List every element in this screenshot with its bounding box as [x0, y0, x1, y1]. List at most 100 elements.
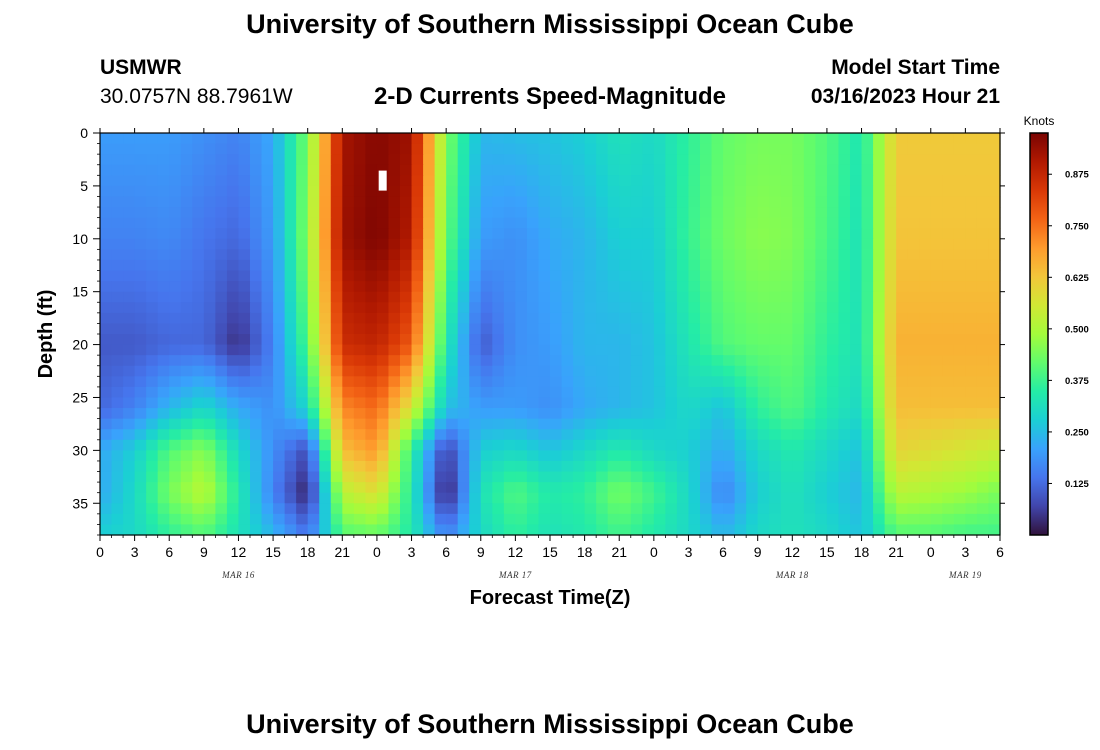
heatmap-cell: [515, 291, 528, 303]
heatmap-cell: [930, 302, 943, 314]
heatmap-cell: [192, 524, 205, 536]
heatmap-cell: [873, 386, 886, 399]
heatmap-cell: [423, 196, 436, 208]
heatmap-cell: [503, 482, 516, 494]
heatmap-cell: [261, 143, 274, 155]
heatmap-cell: [526, 207, 540, 219]
heatmap-cell: [561, 143, 574, 155]
heatmap-cell: [642, 281, 655, 293]
heatmap-cell: [861, 344, 874, 356]
heatmap-cell: [307, 376, 320, 388]
heatmap-cell: [596, 492, 609, 504]
heatmap-cell: [446, 524, 459, 536]
heatmap-cell: [365, 376, 378, 388]
heatmap-cell: [665, 418, 678, 430]
heatmap-cell: [850, 270, 863, 282]
heatmap-cell: [411, 334, 424, 346]
heatmap-cell: [261, 482, 274, 494]
heatmap-cell: [526, 228, 540, 240]
heatmap-cell: [607, 323, 620, 335]
heatmap-cell: [307, 302, 320, 314]
heatmap-cell: [157, 408, 170, 420]
heatmap-cell: [226, 471, 240, 483]
heatmap-cell: [388, 460, 401, 473]
heatmap-cell: [330, 334, 343, 346]
heatmap-cell: [596, 418, 609, 430]
heatmap-cell: [319, 249, 332, 261]
heatmap-cell: [134, 281, 147, 293]
heatmap-cell: [411, 207, 424, 219]
heatmap-cell: [596, 365, 609, 377]
heatmap-cell: [653, 344, 666, 356]
heatmap-cell: [192, 492, 205, 504]
heatmap-cell: [457, 429, 470, 441]
heatmap-cell: [942, 513, 955, 526]
heatmap-cell: [873, 238, 886, 250]
heatmap-cell: [734, 302, 747, 314]
heatmap-cell: [180, 408, 193, 420]
heatmap-cell: [850, 185, 863, 198]
heatmap-cell: [273, 249, 286, 261]
heatmap-cell: [203, 376, 216, 388]
heatmap-cell: [653, 217, 666, 229]
heatmap-cell: [503, 270, 516, 282]
heatmap-cell: [896, 175, 909, 187]
heatmap-cell: [226, 482, 240, 494]
heatmap-cell: [215, 207, 228, 219]
heatmap-cell: [526, 355, 540, 367]
heatmap-cell: [446, 397, 459, 409]
heatmap-cell: [653, 471, 666, 483]
heatmap-cell: [446, 429, 459, 441]
heatmap-cell: [296, 408, 309, 420]
heatmap-cell: [550, 482, 563, 494]
heatmap-cell: [734, 143, 747, 155]
heatmap-cell: [734, 524, 747, 536]
heatmap-cell: [446, 344, 459, 356]
heatmap-cell: [653, 291, 666, 303]
heatmap-cell: [803, 334, 816, 346]
heatmap-cell: [550, 281, 563, 293]
heatmap-cell: [342, 334, 355, 346]
heatmap-cell: [550, 334, 563, 346]
heatmap-cell: [815, 154, 828, 166]
heatmap-cell: [307, 439, 320, 451]
heatmap-cell: [884, 196, 897, 208]
heatmap-cell: [434, 482, 447, 494]
heatmap-cell: [157, 344, 170, 356]
heatmap-cell: [942, 524, 955, 536]
heatmap-cell: [434, 164, 447, 176]
heatmap-cell: [388, 482, 401, 494]
heatmap-cell: [388, 249, 401, 261]
heatmap-cell: [746, 344, 759, 356]
heatmap-cell: [111, 238, 124, 250]
heatmap-cell: [769, 450, 782, 462]
heatmap-cell: [907, 281, 920, 293]
heatmap-cell: [953, 217, 966, 229]
heatmap-cell: [123, 471, 136, 483]
colorbar-tick-label: 0.625: [1065, 273, 1089, 284]
heatmap-cell: [376, 344, 390, 356]
heatmap-cell: [665, 281, 678, 293]
heatmap-cell: [769, 143, 782, 155]
heatmap-cell: [769, 482, 782, 494]
heatmap-cell: [711, 207, 724, 219]
heatmap-cell: [907, 460, 920, 473]
heatmap-cell: [573, 386, 586, 399]
heatmap-cell: [457, 408, 470, 420]
heatmap-cell: [919, 270, 932, 282]
heatmap-cell: [296, 133, 309, 145]
heatmap-cell: [261, 471, 274, 483]
heatmap-cell: [884, 355, 897, 367]
heatmap-cell: [123, 238, 136, 250]
heatmap-cell: [861, 175, 874, 187]
heatmap-cell: [815, 503, 828, 515]
x-tick-label: 6: [165, 544, 173, 560]
heatmap-cell: [965, 450, 978, 462]
heatmap-cell: [434, 429, 447, 441]
heatmap-cell: [757, 302, 770, 314]
heatmap-cell: [169, 323, 182, 335]
heatmap-cell: [734, 207, 747, 219]
heatmap-cell: [907, 355, 920, 367]
heatmap-cell: [480, 524, 493, 536]
heatmap-cell: [976, 503, 990, 515]
